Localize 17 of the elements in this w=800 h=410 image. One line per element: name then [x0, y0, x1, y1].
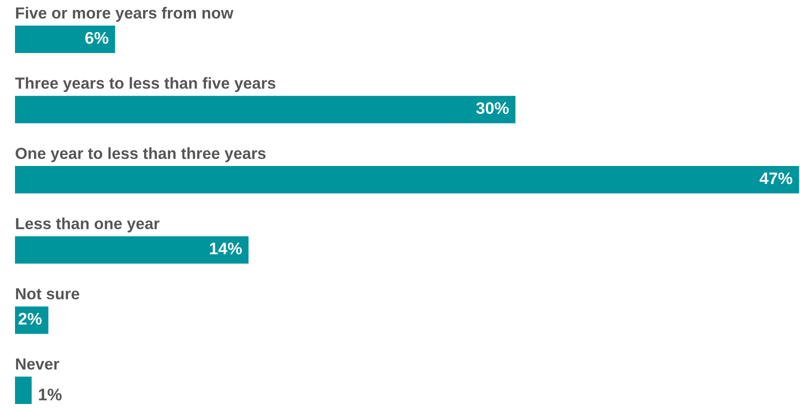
- bar: [15, 236, 249, 264]
- data-label: 2%: [18, 312, 42, 325]
- y-tick-label: Less than one year: [16, 217, 160, 232]
- bar: [15, 26, 116, 54]
- y-tick-label: Not sure: [16, 288, 80, 300]
- data-label: 14%: [210, 242, 242, 254]
- bar: [15, 166, 799, 194]
- data-label: 6%: [85, 32, 108, 44]
- data-label: 30%: [476, 102, 509, 114]
- y-tick-label: One year to less than three years: [16, 147, 266, 162]
- y-tick-label: Three years to less than five years: [15, 77, 276, 92]
- bar: [15, 96, 516, 124]
- data-label: 1%: [39, 388, 62, 400]
- bar: [15, 376, 32, 404]
- y-tick-label: Never: [16, 358, 60, 370]
- y-tick-label: Five or more years from now: [16, 6, 234, 22]
- data-label: 47%: [760, 172, 792, 184]
